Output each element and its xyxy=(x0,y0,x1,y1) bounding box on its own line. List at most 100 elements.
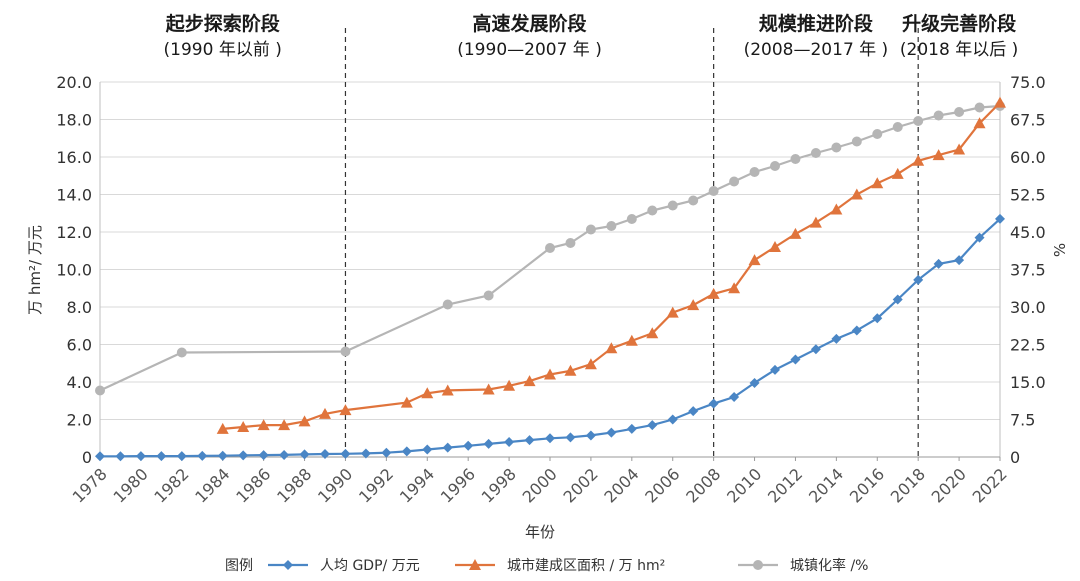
data-point xyxy=(237,421,250,432)
data-point xyxy=(469,559,481,570)
data-point xyxy=(851,325,862,336)
data-point xyxy=(810,344,821,355)
x-tick-label: 2008 xyxy=(682,464,724,506)
x-tick-label: 1998 xyxy=(478,464,520,506)
data-point xyxy=(503,379,516,391)
data-point xyxy=(831,333,842,344)
data-point xyxy=(442,299,453,310)
data-point xyxy=(545,243,555,253)
data-point xyxy=(299,449,310,460)
data-point xyxy=(319,407,331,419)
data-point xyxy=(176,451,187,462)
data-point xyxy=(626,423,637,434)
data-point xyxy=(421,387,434,399)
data-point xyxy=(279,449,290,460)
data-point xyxy=(647,420,658,431)
legend: 图例 人均 GDP/ 万元 城市建成区面积 / 万 hm² 城镇化率 /% xyxy=(225,557,868,574)
data-point xyxy=(381,447,392,458)
data-point xyxy=(258,450,269,461)
phase-title: 规模推进阶段 xyxy=(759,12,874,35)
data-point xyxy=(504,437,515,447)
y-right-tick-label: 0 xyxy=(1010,448,1020,467)
series-line xyxy=(99,104,1001,392)
data-point xyxy=(666,306,679,318)
data-point xyxy=(625,334,638,346)
data-point xyxy=(872,129,883,139)
legend-title: 图例 xyxy=(225,558,253,574)
x-tick-label: 1978 xyxy=(69,464,111,506)
y-left-tick-label: 14.0 xyxy=(56,186,92,205)
data-point xyxy=(933,258,944,269)
phase-subtitle: (1990 年以前 ) xyxy=(164,40,282,60)
x-tick-label: 2000 xyxy=(519,464,561,506)
x-tick-label: 1996 xyxy=(437,464,479,506)
data-point xyxy=(912,154,925,166)
data-point xyxy=(728,282,741,294)
data-point xyxy=(954,255,965,266)
data-point xyxy=(483,438,494,449)
x-axis-label: 年份 xyxy=(525,523,555,541)
legend-item: 城镇化率 /% xyxy=(738,557,868,574)
data-point xyxy=(441,384,454,396)
y-left-tick-label: 6.0 xyxy=(67,336,92,355)
x-tick-label: 2020 xyxy=(928,464,970,506)
data-point xyxy=(197,450,208,461)
data-point xyxy=(647,205,658,216)
data-point xyxy=(564,364,577,376)
data-point xyxy=(401,446,412,457)
data-point xyxy=(871,177,884,189)
legend-label: 城市建成区面积 / 万 hm² xyxy=(507,557,665,574)
y-left-tick-label: 0 xyxy=(82,448,92,467)
data-point xyxy=(606,427,617,438)
x-tick-label: 2018 xyxy=(887,464,929,506)
data-point xyxy=(688,195,699,206)
phase-title: 升级完善阶段 xyxy=(902,12,1017,35)
data-point xyxy=(360,448,371,459)
y-right-tick-label: 22.5 xyxy=(1010,336,1046,355)
x-tick-label: 1980 xyxy=(110,464,152,506)
data-point xyxy=(831,142,842,153)
data-point xyxy=(278,419,291,431)
data-point xyxy=(749,167,760,177)
data-point xyxy=(891,167,904,179)
data-point xyxy=(400,396,413,408)
data-point xyxy=(729,176,740,187)
data-point xyxy=(790,354,801,365)
data-point xyxy=(994,96,1006,108)
y-left-tick-label: 16.0 xyxy=(56,148,92,167)
data-point xyxy=(708,186,719,196)
data-point xyxy=(257,419,270,431)
data-point xyxy=(283,560,293,570)
y-right-tick-label: 15.0 xyxy=(1010,373,1046,392)
y-right-tick-label: 7.5 xyxy=(1010,411,1035,430)
data-point xyxy=(790,154,801,164)
data-point xyxy=(176,347,187,358)
data-point xyxy=(135,451,146,462)
y-left-tick-label: 18.0 xyxy=(56,111,92,130)
y-left-tick-label: 4.0 xyxy=(67,373,92,392)
y-left-tick-label: 10.0 xyxy=(56,261,92,280)
y-left-tick-label: 2.0 xyxy=(67,411,92,430)
data-point xyxy=(953,143,966,155)
data-point xyxy=(646,327,659,339)
x-tick-label: 1986 xyxy=(232,464,274,506)
x-tick-label: 2004 xyxy=(600,464,642,506)
y-left-axis-label: 万 hm²/ 万元 xyxy=(26,225,44,315)
x-tick-label: 2022 xyxy=(969,464,1011,506)
data-point xyxy=(626,214,637,224)
data-point xyxy=(523,375,536,387)
y-right-tick-label: 75.0 xyxy=(1010,73,1046,92)
data-point xyxy=(339,404,352,416)
data-point xyxy=(238,450,249,461)
data-point xyxy=(115,451,126,462)
y-right-tick-label: 52.5 xyxy=(1010,186,1046,205)
data-point xyxy=(340,448,351,459)
series xyxy=(95,96,1006,462)
data-point xyxy=(320,449,330,459)
data-point xyxy=(995,213,1005,224)
data-point xyxy=(217,450,228,461)
data-point xyxy=(830,203,843,215)
data-point xyxy=(851,136,862,147)
legend-item: 城市建成区面积 / 万 hm² xyxy=(455,557,665,574)
data-point xyxy=(753,560,763,570)
